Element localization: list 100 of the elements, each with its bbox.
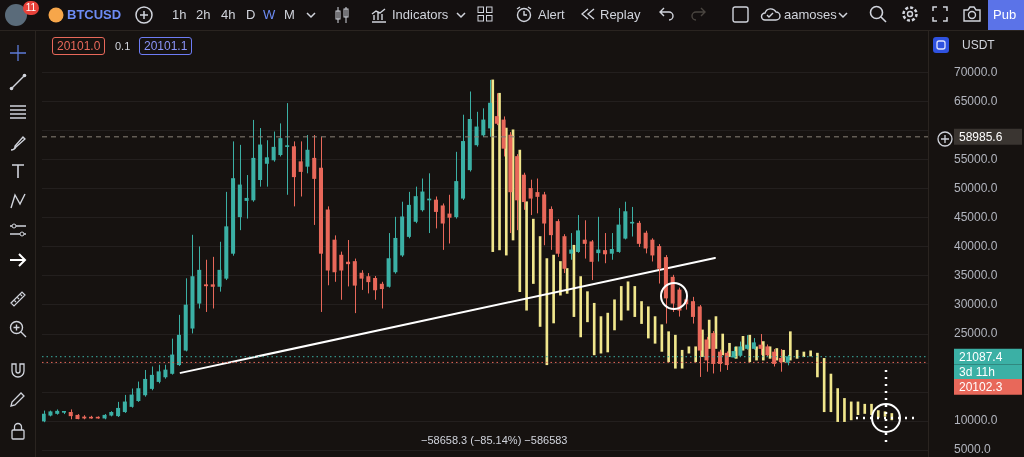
text: 4h bbox=[221, 7, 236, 23]
y-tick-label: 70000.0 bbox=[954, 65, 998, 80]
candlestick bbox=[603, 232, 608, 264]
bar bbox=[498, 92, 501, 251]
candlestick bbox=[373, 275, 378, 301]
text: M bbox=[284, 7, 295, 23]
bar bbox=[876, 410, 880, 418]
candlestick bbox=[244, 174, 249, 220]
candlestick bbox=[569, 232, 574, 261]
bar bbox=[694, 346, 697, 363]
y-tick-label: 10000.0 bbox=[954, 413, 998, 428]
text: W bbox=[263, 7, 276, 23]
candlestick bbox=[271, 131, 276, 163]
candlestick bbox=[440, 202, 445, 251]
candlestick bbox=[264, 139, 269, 188]
candlestick bbox=[379, 281, 384, 309]
bar bbox=[613, 299, 616, 331]
y-tick-label: 5000.0 bbox=[954, 442, 992, 457]
candlestick bbox=[535, 178, 540, 214]
text: Alert bbox=[538, 7, 565, 23]
candlestick bbox=[609, 232, 614, 261]
candlestick bbox=[528, 179, 533, 216]
candlestick bbox=[474, 111, 479, 148]
candlestick bbox=[589, 239, 594, 281]
candlestick bbox=[690, 296, 695, 325]
text: 1h bbox=[172, 7, 187, 23]
candlestick bbox=[136, 381, 141, 403]
text: 11 bbox=[23, 1, 39, 15]
candlestick bbox=[143, 369, 148, 398]
candlestick bbox=[285, 102, 290, 196]
candlestick bbox=[447, 194, 452, 244]
y-tick-label: 55000.0 bbox=[954, 152, 998, 167]
text: Replay bbox=[600, 7, 641, 23]
candlestick bbox=[359, 269, 364, 291]
candlestick bbox=[758, 333, 763, 356]
text: Pub bbox=[988, 0, 1024, 30]
candlestick bbox=[494, 92, 499, 126]
y-tick-label: 40000.0 bbox=[954, 239, 998, 254]
candlestick bbox=[366, 272, 371, 294]
bar bbox=[640, 301, 643, 324]
bar bbox=[849, 401, 853, 421]
candlestick bbox=[643, 230, 648, 254]
bar bbox=[674, 334, 677, 369]
candlestick bbox=[433, 196, 438, 229]
candlestick bbox=[305, 134, 310, 174]
candlestick bbox=[582, 219, 587, 260]
candlestick bbox=[312, 134, 317, 226]
candlestick bbox=[650, 237, 655, 262]
annotation: 20101.1 bbox=[139, 37, 193, 55]
candlestick bbox=[575, 214, 581, 254]
bar bbox=[606, 312, 610, 353]
candlestick bbox=[339, 251, 344, 301]
text: Indicators bbox=[392, 7, 449, 23]
candlestick bbox=[203, 259, 209, 313]
bar bbox=[592, 302, 596, 356]
text: BTCUSD bbox=[67, 7, 122, 23]
ref-line-label: 21087.4 bbox=[959, 349, 1003, 364]
bar bbox=[532, 218, 535, 284]
text: D bbox=[246, 7, 256, 23]
bar bbox=[619, 286, 623, 321]
annotation: 0.1 bbox=[115, 39, 131, 53]
bar bbox=[579, 276, 583, 338]
candlestick bbox=[210, 256, 215, 309]
candlestick bbox=[298, 140, 303, 198]
candlestick bbox=[630, 206, 635, 238]
bar bbox=[789, 331, 792, 361]
text: aamoses bbox=[784, 7, 837, 23]
y-tick-label: 65000.0 bbox=[954, 94, 998, 109]
bar bbox=[728, 342, 731, 357]
text: USDT bbox=[962, 37, 995, 53]
text: 3d 11h bbox=[954, 364, 1022, 379]
ref-line-label: 58985.6 bbox=[959, 129, 1003, 144]
candlestick bbox=[149, 366, 154, 391]
candlestick bbox=[278, 122, 283, 157]
ref-line-label: 20102.3 bbox=[959, 379, 1003, 394]
y-tick-label: 45000.0 bbox=[954, 210, 998, 225]
y-tick-label: 25000.0 bbox=[954, 326, 998, 341]
candlestick bbox=[657, 243, 662, 285]
bar bbox=[816, 352, 819, 378]
y-tick-label: 30000.0 bbox=[954, 297, 998, 312]
bar bbox=[843, 398, 846, 422]
candlestick bbox=[420, 178, 425, 213]
bar bbox=[552, 254, 555, 324]
bar bbox=[836, 388, 840, 422]
bar bbox=[646, 306, 650, 339]
candlestick bbox=[156, 364, 161, 384]
annotation: 20101.0 bbox=[52, 37, 106, 55]
candlestick bbox=[217, 241, 222, 293]
bar bbox=[559, 261, 562, 296]
bar bbox=[633, 286, 637, 317]
annotation: −58658.3 (−85.14%) −586583 bbox=[421, 433, 568, 448]
y-tick-label: 50000.0 bbox=[954, 181, 998, 196]
bar bbox=[809, 350, 812, 357]
bar bbox=[525, 201, 528, 311]
bar bbox=[586, 291, 589, 323]
candlestick bbox=[636, 220, 641, 248]
bar bbox=[755, 346, 758, 361]
candlestick bbox=[481, 107, 486, 138]
candlestick bbox=[129, 388, 134, 409]
bar bbox=[863, 403, 867, 414]
